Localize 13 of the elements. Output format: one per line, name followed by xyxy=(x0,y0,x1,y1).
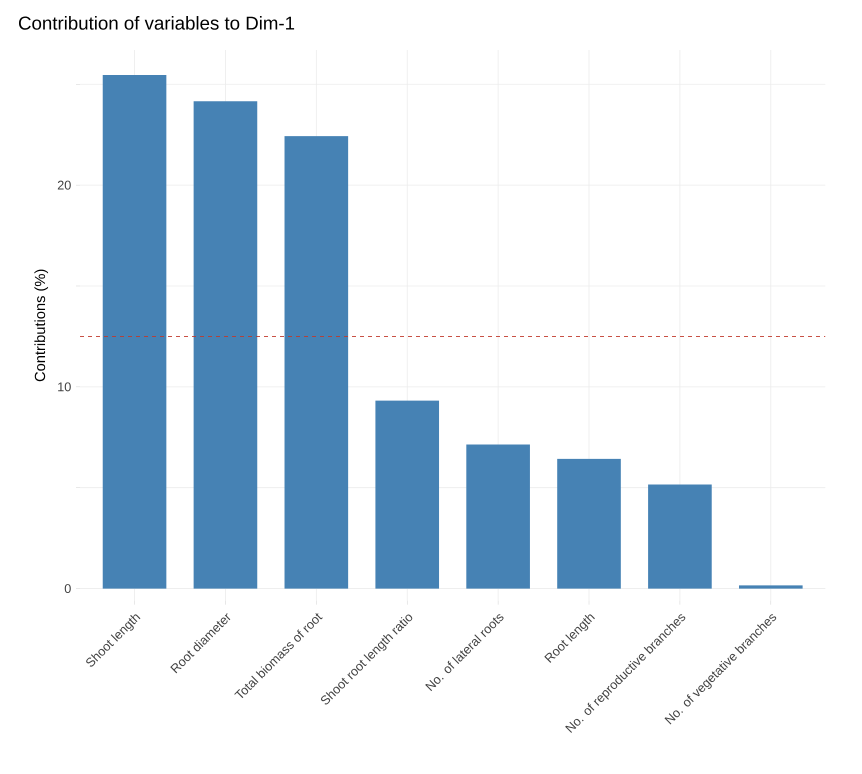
bar xyxy=(194,101,258,589)
y-axis-title: Contributions (%) xyxy=(34,270,48,382)
bar xyxy=(284,136,348,589)
chart-title: Contribution of variables to Dim-1 xyxy=(18,16,294,30)
bar xyxy=(738,585,803,589)
bar xyxy=(375,400,440,589)
bar xyxy=(557,458,621,589)
bar xyxy=(102,75,166,589)
y-tick-label: 20 xyxy=(58,180,71,190)
y-tick-label: 10 xyxy=(58,382,71,392)
y-tick-label: 0 xyxy=(64,584,71,594)
bar xyxy=(648,484,712,589)
bar xyxy=(466,444,530,589)
